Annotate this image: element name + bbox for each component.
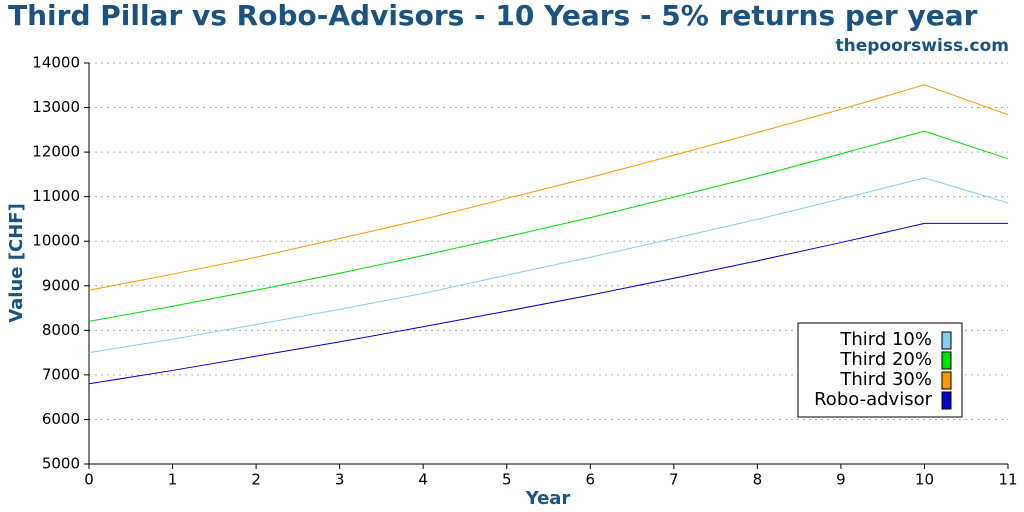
x-tick-label: 5 [502, 471, 512, 489]
y-tick-label: 6000 [42, 410, 80, 428]
y-tick-label: 14000 [32, 54, 80, 72]
x-tick-label: 9 [836, 471, 846, 489]
x-tick-label: 8 [753, 471, 763, 489]
x-tick-label: 4 [418, 471, 428, 489]
line-series [88, 130, 1009, 322]
y-tick-label: 13000 [32, 98, 80, 116]
y-axis-label: Value [CHF] [6, 203, 27, 323]
chart-title: Third Pillar vs Robo-Advisors - 10 Years… [8, 0, 978, 32]
y-tick-label: 7000 [42, 365, 80, 383]
x-tick-label: 1 [168, 471, 178, 489]
chart-subtitle: thepoorswiss.com [836, 36, 1010, 56]
x-tick-label: 11 [998, 471, 1017, 489]
x-tick-label: 2 [251, 471, 261, 489]
y-tick-label: 9000 [42, 276, 80, 294]
x-tick-label: 7 [669, 471, 679, 489]
x-tick-label: 6 [585, 471, 595, 489]
legend-label: Third 20% [839, 349, 932, 370]
legend-box [797, 322, 963, 418]
legend-label: Robo-advisor [814, 389, 932, 410]
line-series [88, 177, 1009, 354]
legend-swatch [941, 351, 952, 370]
legend-swatch [941, 391, 952, 410]
x-tick-label: 0 [84, 471, 94, 489]
legend-swatch [941, 371, 952, 390]
y-tick-label: 12000 [32, 143, 80, 161]
line-series [88, 222, 1008, 385]
legend: Third 10%Third 20%Third 30%Robo-advisor [797, 322, 963, 418]
y-tick-label: 11000 [32, 187, 80, 205]
y-tick-label: 8000 [42, 321, 80, 339]
line-series [88, 84, 1009, 291]
x-tick-label: 10 [915, 471, 934, 489]
legend-swatch [941, 331, 952, 350]
legend-label: Third 30% [839, 369, 932, 390]
x-tick-label: 3 [335, 471, 345, 489]
y-tick-label: 10000 [32, 232, 80, 250]
y-tick-label: 5000 [42, 455, 80, 473]
legend-label: Third 10% [839, 329, 932, 350]
x-axis-label: Year [525, 488, 571, 509]
